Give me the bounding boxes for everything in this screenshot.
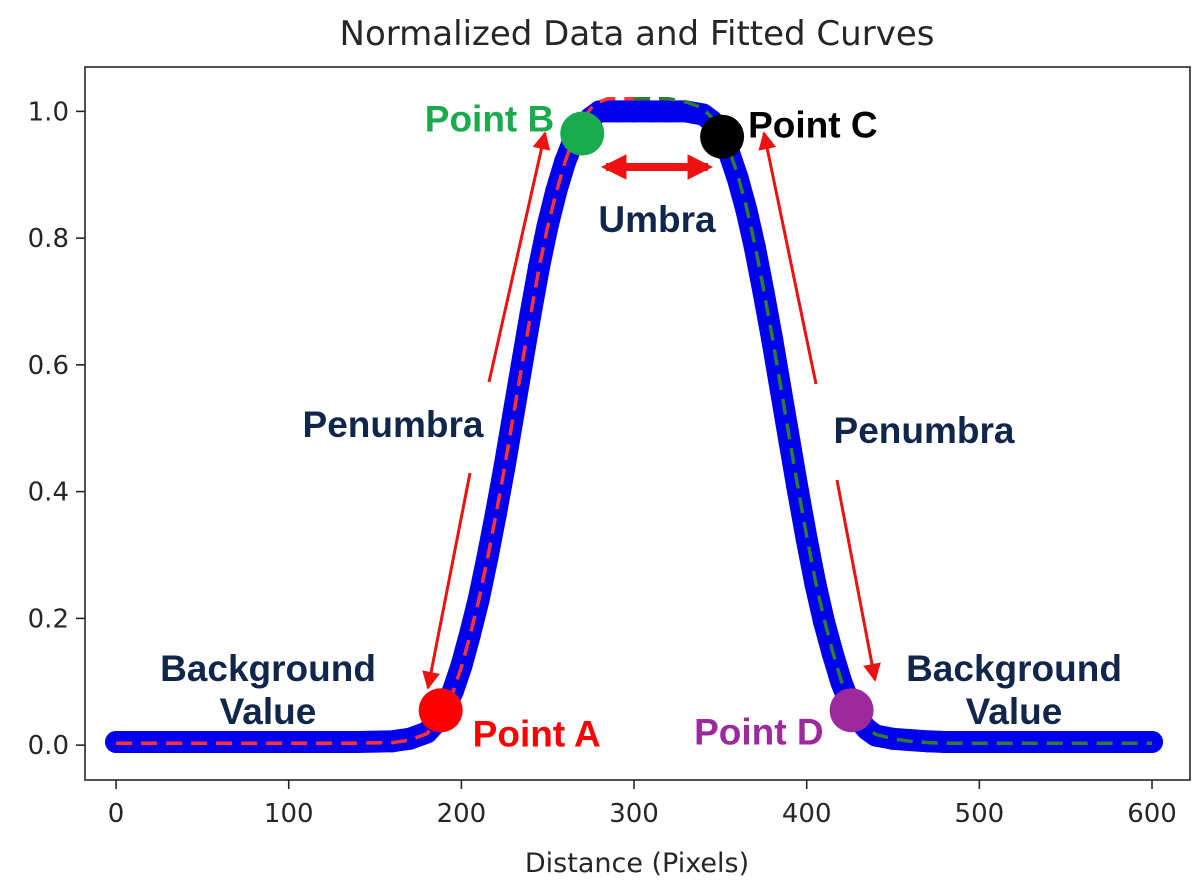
x-tick-label: 300: [609, 799, 659, 829]
data-point: [484, 502, 507, 525]
background-left-label-line1: Background: [160, 648, 376, 689]
annotation-arrows: [422, 131, 881, 690]
x-tick-label: 500: [955, 799, 1005, 829]
data-point: [528, 255, 551, 278]
point-marker: [829, 688, 874, 733]
key-points: Point A Point B Point C Point D: [418, 99, 878, 754]
penumbra-right-arrow-down: [835, 479, 881, 682]
fitted-curve-2: [634, 96, 1152, 745]
y-tick-label: 0.8: [28, 224, 69, 254]
data-point: [743, 236, 766, 259]
data-point: [605, 100, 628, 123]
plot-frame: [84, 66, 1191, 781]
data-point: [778, 429, 801, 452]
data-point: [726, 166, 749, 189]
background-right-label-line2: Value: [966, 691, 1063, 732]
point-marker: [418, 688, 463, 733]
data-point: [398, 727, 421, 750]
point-label: Point D: [694, 711, 823, 752]
data-point: [795, 528, 818, 551]
data-point: [346, 730, 369, 753]
x-tick-label: 100: [264, 799, 314, 829]
point-label: Point B: [425, 99, 554, 140]
data-point: [510, 353, 533, 376]
point-label: Point A: [473, 713, 601, 754]
data-point: [1141, 730, 1164, 753]
data-point: [105, 730, 128, 753]
point-marker: [700, 114, 745, 159]
data-point: [657, 100, 680, 123]
x-tick-label: 0: [108, 799, 125, 829]
point-marker: [560, 111, 605, 156]
data-point: [640, 100, 663, 123]
penumbra-right-label: Penumbra: [834, 410, 1015, 451]
data-point: [493, 455, 516, 478]
y-tick-label: 0.2: [28, 604, 69, 634]
chart-title: Normalized Data and Fitted Curves: [340, 14, 935, 54]
penumbra-left-arrow-down: [422, 472, 472, 690]
data-point: [674, 100, 697, 123]
penumbra-right-arrow-up: [758, 131, 818, 385]
penumbra-left-label: Penumbra: [303, 404, 484, 445]
data-point: [459, 623, 482, 646]
data-point: [752, 280, 775, 303]
data-point: [502, 404, 525, 427]
x-axis: 0 100 200 300 400 500 600: [108, 780, 1177, 829]
background-left-label-line2: Value: [220, 691, 317, 732]
y-axis: 0.0 0.2 0.4 0.6 0.8 1.0: [28, 97, 85, 761]
x-axis-label: Distance (Pixels): [525, 848, 749, 879]
data-point: [1002, 730, 1025, 753]
data-point: [787, 480, 810, 503]
data-point: [623, 100, 646, 123]
data-point: [1106, 730, 1129, 753]
x-tick-label: 600: [1127, 799, 1177, 829]
data-point: [769, 379, 792, 402]
data-point: [519, 303, 542, 326]
data-point: [882, 727, 905, 750]
data-point: [545, 179, 568, 202]
x-tick-label: 200: [437, 799, 487, 829]
y-tick-label: 0.0: [28, 731, 69, 761]
data-point: [933, 730, 956, 753]
y-tick-label: 1.0: [28, 97, 69, 127]
penumbra-left-arrow-up: [487, 131, 551, 383]
point-label: Point C: [748, 105, 877, 146]
background-right-label-line1: Background: [906, 648, 1122, 689]
y-tick-label: 0.6: [28, 351, 69, 381]
data-point: [277, 730, 300, 753]
data-point: [174, 730, 197, 753]
umbra-label: Umbra: [598, 199, 716, 240]
y-tick-label: 0.4: [28, 478, 69, 508]
x-tick-label: 400: [782, 799, 832, 829]
